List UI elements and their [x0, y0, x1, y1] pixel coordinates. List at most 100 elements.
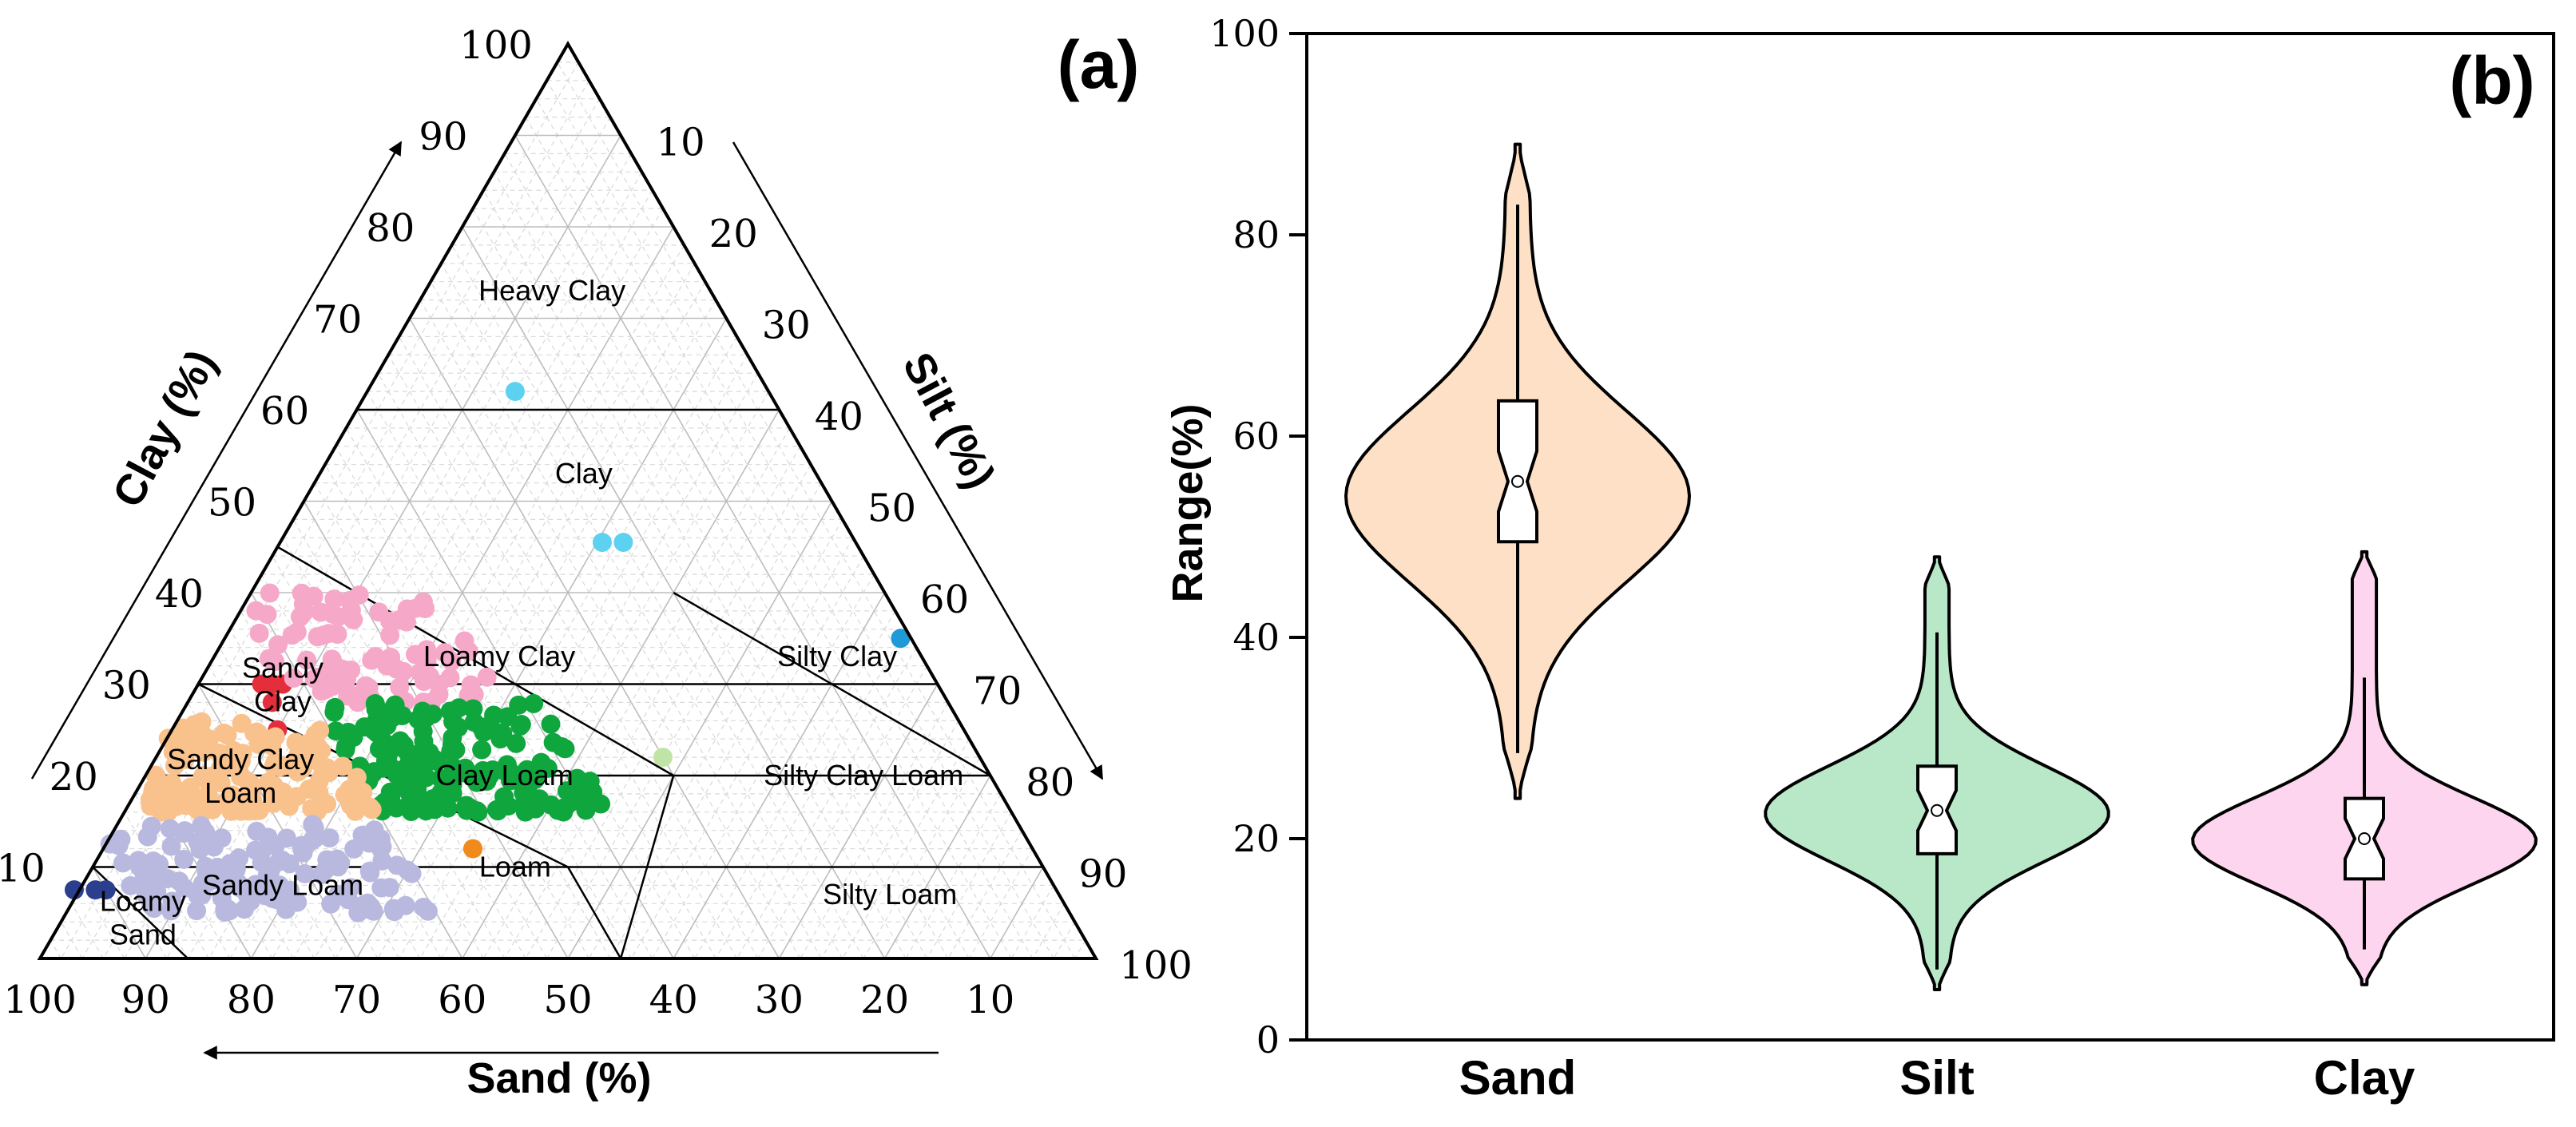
violin-x-labels: Sand Silt Clay: [1459, 1051, 2415, 1105]
ternary-point: [192, 885, 212, 905]
ternary-point: [304, 586, 323, 606]
ternary-gridline: [71, 903, 104, 959]
violin-y-tick-label: 0: [1256, 1018, 1280, 1062]
ternary-region-label-line: Silty Clay Loam: [764, 759, 963, 792]
ternary-point: [500, 761, 520, 781]
ternary-point: [345, 801, 365, 821]
ternary-point: [464, 712, 484, 732]
ternary-point: [891, 629, 911, 649]
ternary-region-label-line: Loamy Clay: [423, 640, 575, 673]
ternary-gridline: [409, 318, 780, 959]
ternary-point: [390, 677, 410, 697]
ternary-point: [506, 733, 526, 753]
ternary-point: [244, 723, 264, 743]
ternary-point: [505, 382, 525, 402]
ternary-point: [175, 749, 195, 769]
ternary-gridline: [588, 519, 843, 959]
ternary-gridline: [430, 281, 822, 959]
ternary-point: [246, 601, 266, 621]
ternary-point: [113, 853, 133, 873]
ternary-point: [339, 722, 359, 742]
violin-sand: [1344, 142, 1691, 800]
ternary-point: [543, 732, 563, 752]
ternary-gridline: [1074, 939, 1086, 959]
ternary-point: [653, 748, 673, 768]
ternary-point: [429, 674, 449, 694]
ternary-gridline: [842, 738, 970, 959]
ternary-point: [308, 668, 327, 688]
ternary-point: [362, 650, 382, 670]
ternary-point: [240, 891, 260, 911]
ternary-point: [516, 783, 536, 803]
ternary-gridline: [482, 427, 791, 959]
silt-tick-label: 50: [867, 486, 916, 531]
sand-tick-label: 100: [3, 978, 77, 1022]
silt-axis-arrow: [732, 141, 1104, 780]
violin-box: [1497, 399, 1538, 544]
ternary-gridline: [820, 720, 959, 959]
violin-clay: [2191, 550, 2538, 986]
ternary-point: [267, 890, 287, 910]
ternary-point: [262, 692, 282, 712]
ternary-point: [404, 777, 424, 797]
ternary-gridline: [335, 446, 632, 959]
ternary-point: [231, 751, 251, 771]
ternary-gridline: [355, 318, 727, 959]
violin-median: [2358, 832, 2371, 845]
ternary-point: [161, 901, 181, 921]
ternary-point: [380, 625, 400, 645]
ternary-point: [413, 721, 433, 741]
ternary-gridline: [905, 793, 1002, 959]
silt-tick-label: 30: [762, 304, 811, 348]
ternary-point: [369, 602, 389, 622]
ternary-gridline: [440, 391, 769, 959]
ternary-point: [435, 643, 454, 663]
ternary-point: [324, 589, 344, 609]
ternary-point: [438, 798, 458, 818]
ternary-gridline: [81, 885, 125, 959]
ternary-gridline: [535, 98, 1034, 959]
ternary-point: [431, 768, 451, 788]
ternary-point: [415, 598, 435, 618]
ternary-point: [359, 861, 379, 881]
ternary-point: [141, 865, 161, 885]
ternary-point: [121, 875, 141, 895]
ternary-point: [385, 737, 405, 757]
ternary-region-label: Clay: [555, 457, 613, 490]
ternary-point: [403, 760, 423, 780]
ternary-gridline: [736, 647, 917, 959]
violin-shapes: [1344, 142, 2538, 991]
ternary-point: [344, 839, 364, 859]
ternary-axis-arrows: [30, 141, 1104, 1060]
ternary-point: [327, 625, 347, 645]
ternary-point: [498, 796, 518, 816]
ternary-point: [454, 631, 474, 651]
silt-tick-label: 70: [973, 669, 1022, 714]
ternary-gridline: [493, 172, 949, 959]
ternary-gridline: [630, 555, 864, 959]
ternary-point: [339, 890, 359, 910]
ternary-gridline: [778, 684, 939, 959]
ternary-gridline: [377, 372, 716, 959]
sand-tick-label: 70: [332, 978, 381, 1022]
sand-tick-label: 90: [121, 978, 170, 1022]
ternary-gridline: [303, 501, 569, 959]
ternary-point: [425, 749, 445, 769]
ternary-point: [418, 901, 438, 921]
ternary-gridline: [504, 153, 970, 959]
ternary-point: [379, 656, 399, 676]
ternary-region-label: Silty Clay Loam: [764, 759, 963, 792]
ternary-points: [64, 382, 911, 923]
ternary-gridline: [557, 62, 1076, 959]
ternary-point: [477, 667, 497, 687]
ternary-point: [260, 862, 280, 882]
ternary-point: [375, 751, 395, 771]
ternary-gridline: [1032, 903, 1065, 959]
ternary-point: [195, 788, 215, 808]
violin-x-label: Clay: [2314, 1051, 2415, 1105]
violin-x-label: Silt: [1899, 1051, 1974, 1105]
ternary-point: [295, 863, 315, 883]
ternary-point: [173, 718, 193, 738]
ternary-point: [541, 714, 561, 734]
